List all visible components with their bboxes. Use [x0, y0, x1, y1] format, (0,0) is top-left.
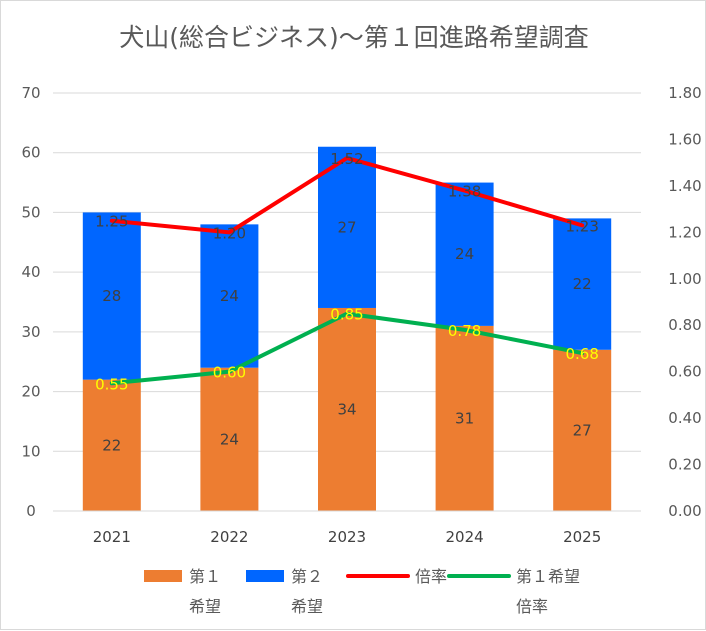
- bar-data-label: 22: [102, 436, 121, 454]
- legend-label: 第２: [291, 567, 323, 586]
- y-right-tick-label: 0.00: [668, 502, 701, 520]
- y-left-tick-label: 40: [21, 263, 40, 281]
- y-left-tick-label: 50: [21, 203, 40, 221]
- bar-segment: [553, 349, 612, 511]
- y-left-tick-label: 70: [21, 84, 40, 102]
- legend-label: 倍率: [415, 567, 447, 586]
- legend-swatch: [144, 570, 182, 582]
- line-data-label: 1.52: [330, 150, 363, 168]
- bar-segment: [82, 212, 141, 380]
- line-data-label: 1.38: [448, 183, 481, 201]
- line-data-label: 0.60: [213, 364, 246, 382]
- x-tick-label: 2021: [93, 528, 131, 546]
- y-right-tick-label: 0.80: [668, 316, 701, 334]
- y-right-tick-label: 1.20: [668, 223, 701, 241]
- bar-segment: [435, 325, 494, 511]
- y-left-tick-label: 10: [21, 442, 40, 460]
- bar-segment: [200, 367, 259, 511]
- y-left-tick-label: 30: [21, 323, 40, 341]
- bar-data-label: 28: [102, 287, 121, 305]
- y-right-tick-label: 0.40: [668, 409, 701, 427]
- y-right-tick-label: 1.80: [668, 84, 701, 102]
- line-data-label: 0.85: [330, 306, 363, 324]
- y-right-tick-label: 0.60: [668, 363, 701, 381]
- line-data-label: 1.25: [95, 213, 128, 231]
- x-tick-label: 2025: [563, 528, 601, 546]
- x-tick-label: 2022: [210, 528, 248, 546]
- line-data-label: 0.78: [448, 322, 481, 340]
- bar-data-label: 27: [337, 218, 356, 236]
- y-right-tick-label: 0.20: [668, 456, 701, 474]
- line-series: [109, 311, 585, 386]
- bar-data-label: 31: [455, 409, 474, 427]
- bar-data-label: 24: [220, 430, 239, 448]
- legend-label: 第１: [189, 567, 221, 586]
- y-right-tick-label: 1.40: [668, 177, 701, 195]
- bar-segment: [318, 146, 376, 308]
- y-right-tick-label: 1.00: [668, 270, 701, 288]
- bar-data-label: 27: [573, 421, 592, 439]
- line-series: [109, 156, 585, 235]
- bar-segment: [318, 307, 376, 511]
- y-left-tick-label: 0: [26, 502, 36, 520]
- bar-segment: [553, 218, 612, 350]
- bar-data-label: 24: [455, 245, 474, 263]
- line-data-label: 1.20: [213, 224, 246, 242]
- chart-title: 犬山(総合ビジネス)〜第１回進路希望調査: [119, 23, 589, 52]
- x-tick-label: 2023: [328, 528, 366, 546]
- line-data-label: 1.23: [565, 217, 598, 235]
- bar-segment: [435, 182, 494, 326]
- bar-segment: [200, 224, 259, 368]
- legend-swatch: [246, 570, 284, 582]
- legend-label: 希望: [189, 597, 221, 616]
- y-left-tick-label: 60: [21, 144, 40, 162]
- y-left-tick-label: 20: [21, 383, 40, 401]
- bar-data-label: 34: [337, 400, 356, 418]
- bar-data-label: 22: [573, 275, 592, 293]
- legend-label: 第１希望: [516, 567, 580, 586]
- legend-label: 希望: [291, 597, 323, 616]
- bar-data-label: 24: [220, 287, 239, 305]
- line-data-label: 0.68: [565, 345, 598, 363]
- line-data-label: 0.55: [95, 375, 128, 393]
- x-tick-label: 2024: [446, 528, 484, 546]
- bar-segment: [82, 379, 141, 511]
- y-right-tick-label: 1.60: [668, 130, 701, 148]
- legend-label: 倍率: [516, 597, 548, 616]
